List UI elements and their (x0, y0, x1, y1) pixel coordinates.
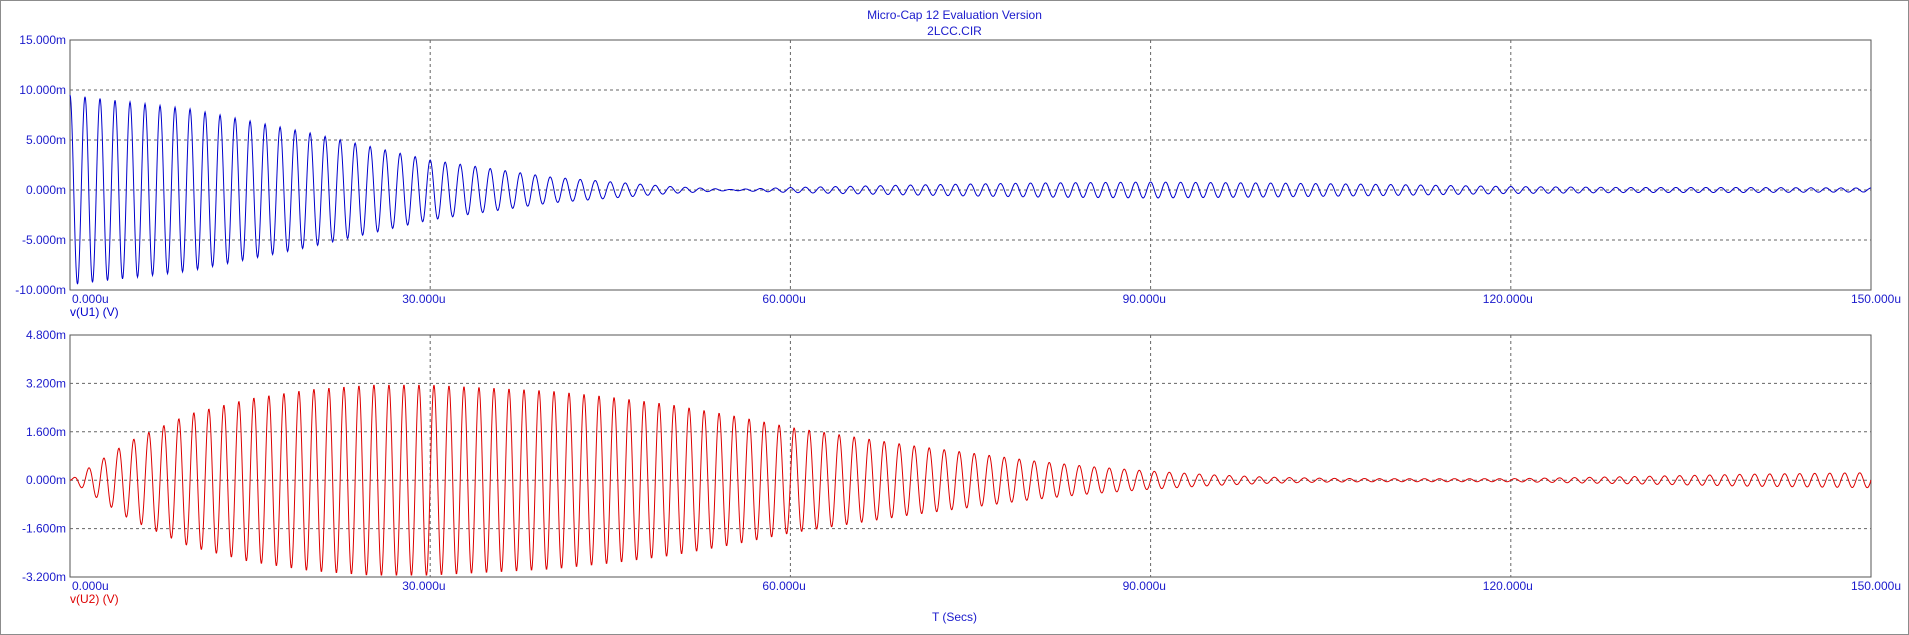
series-label: v(U2) (V) (70, 592, 119, 606)
chart-panel-2: 4.800m 3.200m 1.600m 0.000m -1.600m -3.200m 0.… (22, 328, 1901, 606)
x-tick-label: 150.000u (1851, 579, 1901, 593)
y-tick-label: 4.800m (26, 328, 66, 342)
plot-frame (69, 39, 1872, 291)
x-axis-title: T (Secs) (931, 610, 978, 624)
x-tick-label: 60.000u (762, 292, 805, 306)
y-tick-label: 10.000m (19, 83, 66, 97)
y-tick-label: -10.000m (15, 283, 66, 297)
x-tick-label: 90.000u (1123, 292, 1166, 306)
chart-panel-1: 15.000m 10.000m 5.000m 0.000m -5.000m -10.000… (15, 33, 1901, 319)
y-tick-label: -3.200m (22, 570, 66, 584)
x-tick-label: 120.000u (1483, 292, 1533, 306)
file-name: 2LCC.CIR (927, 24, 982, 38)
y-tick-label: 3.200m (26, 376, 66, 390)
x-tick-label: 60.000u (762, 579, 805, 593)
series-label: v(U1) (V) (70, 305, 119, 319)
y-tick-label: 0.000m (26, 183, 66, 197)
y-tick-label: 5.000m (26, 133, 66, 147)
x-tick-label: 150.000u (1851, 292, 1901, 306)
y-tick-label: 15.000m (19, 33, 66, 47)
waveform-trace (69, 384, 1872, 576)
plot-frame (69, 334, 1872, 578)
window-title: Micro-Cap 12 Evaluation Version (867, 8, 1042, 22)
x-tick-label: 30.000u (402, 579, 445, 593)
waveform-trace (69, 94, 1872, 285)
y-tick-label: -1.600m (22, 522, 66, 536)
x-tick-label: 30.000u (402, 292, 445, 306)
y-tick-label: 1.600m (26, 425, 66, 439)
x-tick-label: 0.000u (72, 579, 109, 593)
y-tick-label: 0.000m (26, 473, 66, 487)
x-tick-label: 120.000u (1483, 579, 1533, 593)
x-tick-label: 0.000u (72, 292, 109, 306)
x-tick-label: 90.000u (1123, 579, 1166, 593)
y-tick-label: -5.000m (22, 233, 66, 247)
